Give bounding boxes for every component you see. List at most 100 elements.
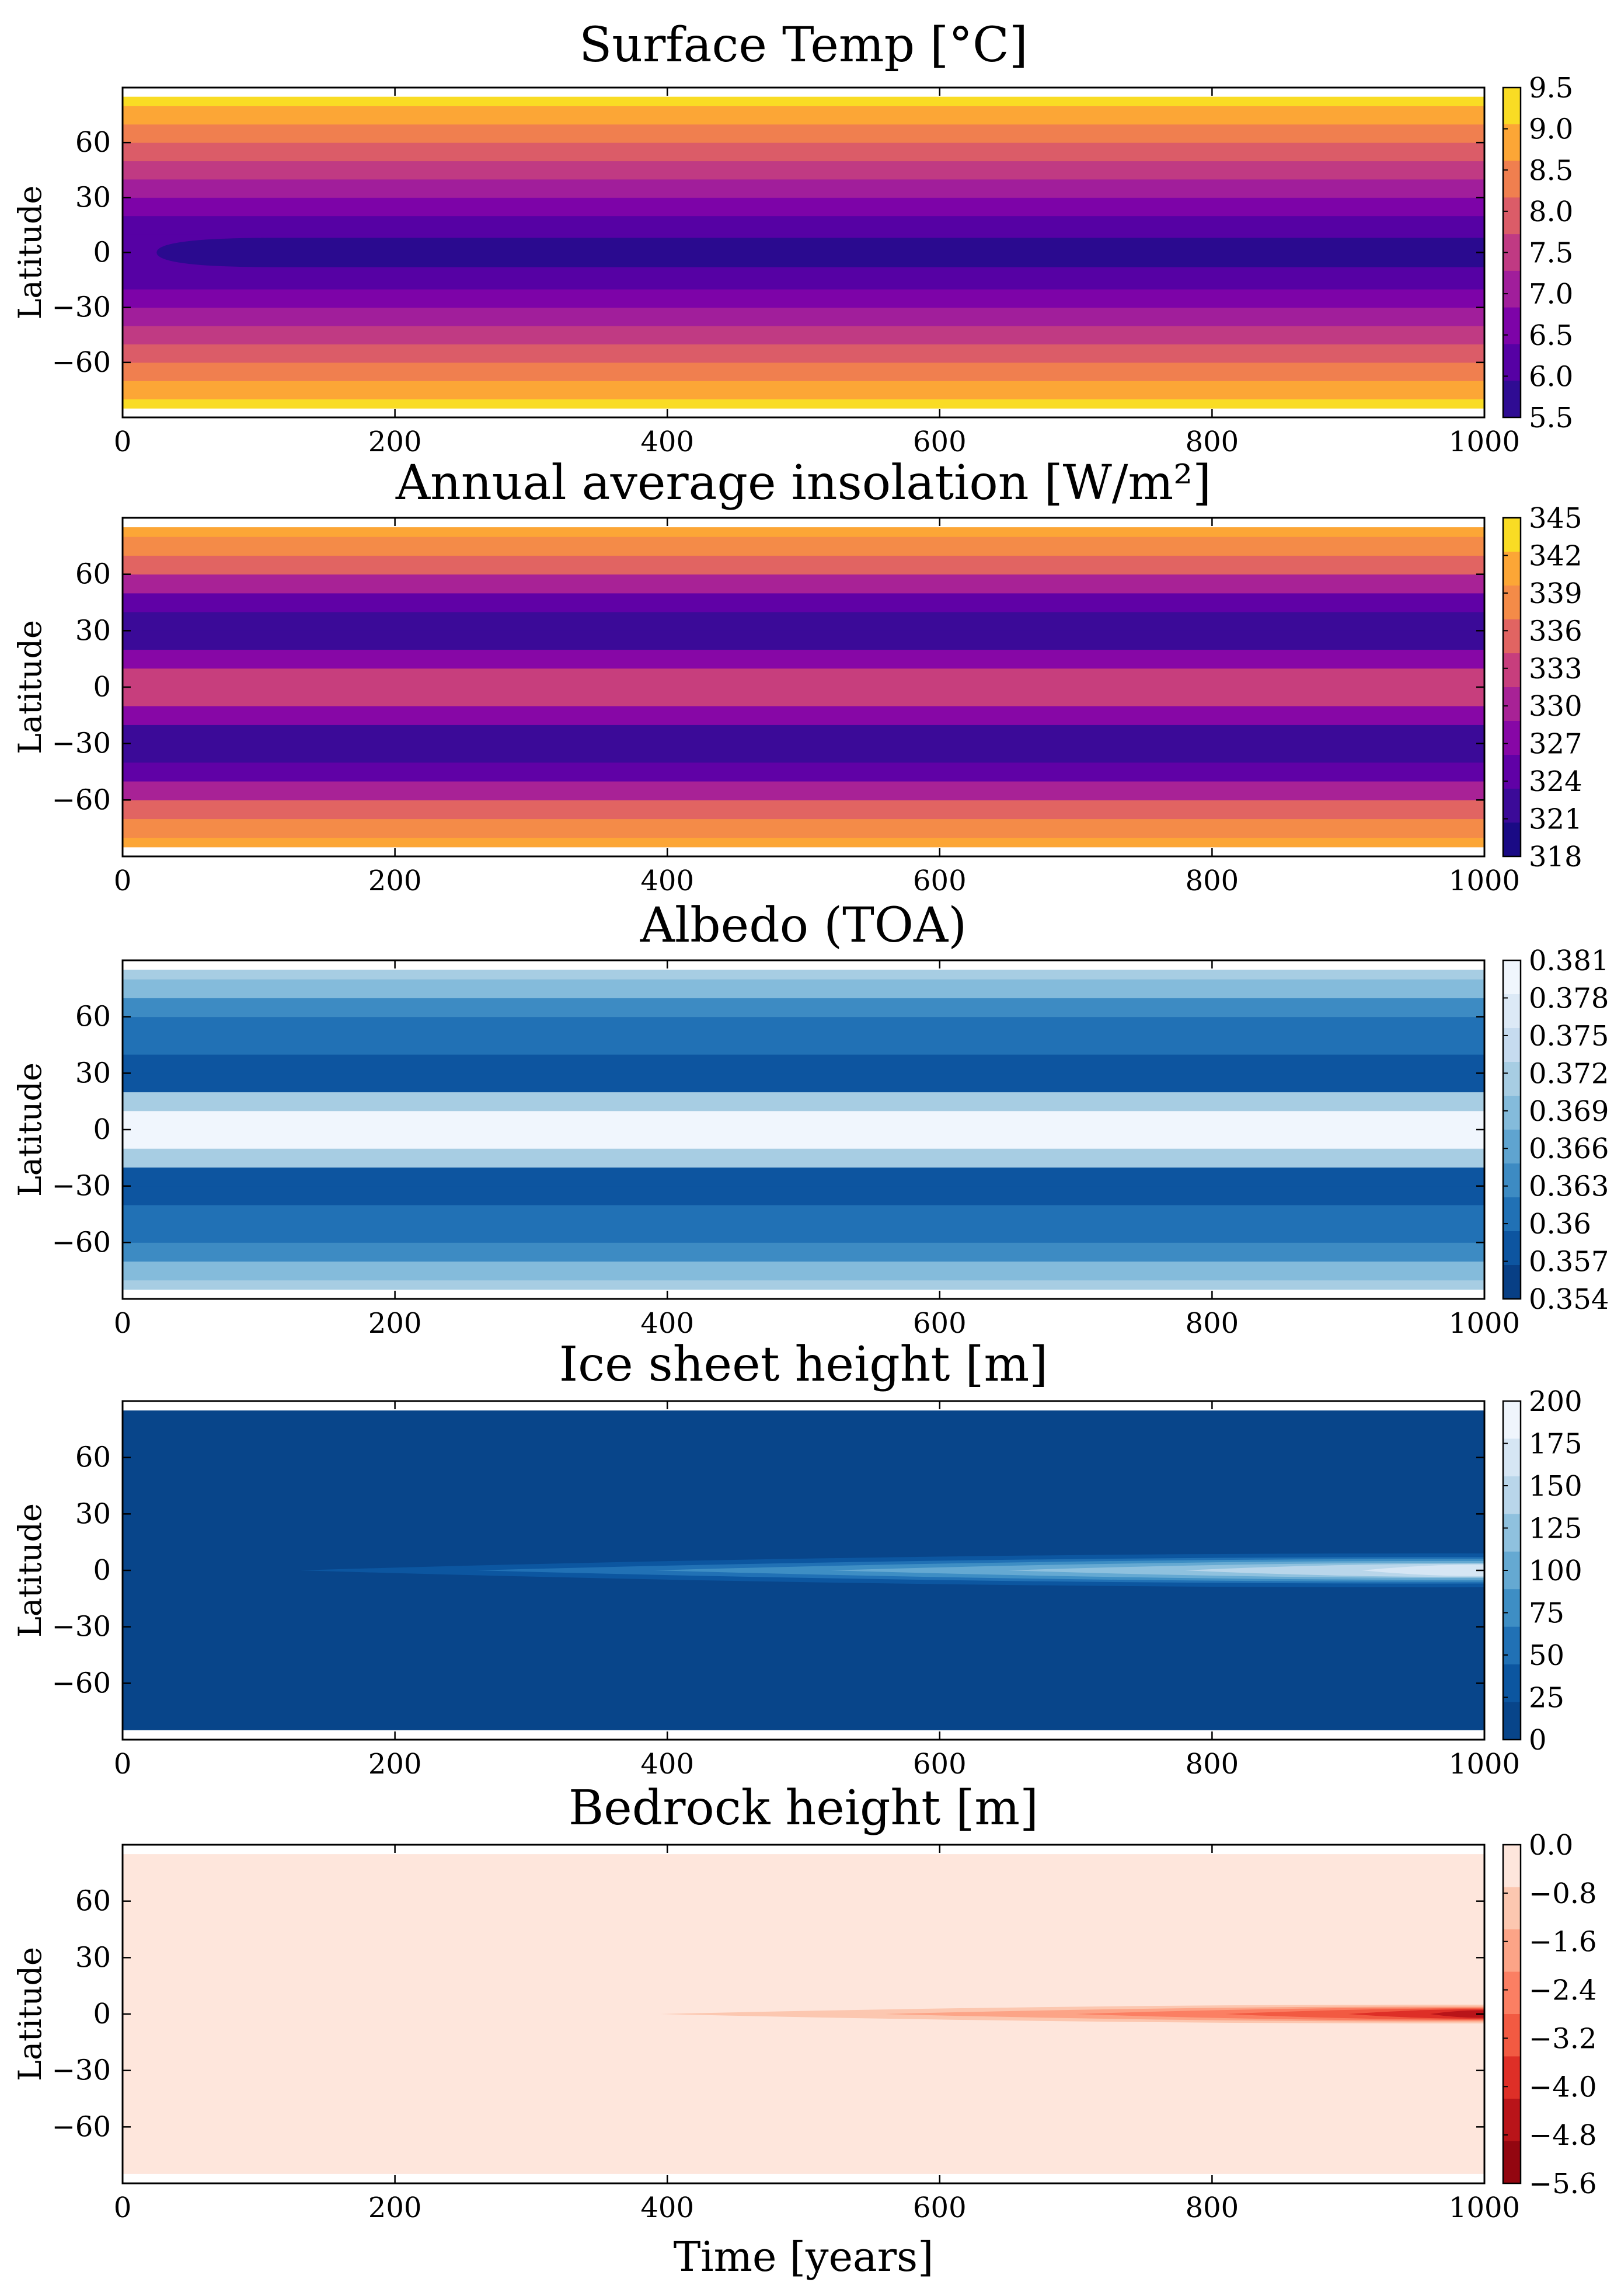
latitude-band bbox=[123, 724, 1484, 744]
colorbar-segment bbox=[1503, 1626, 1521, 1665]
colorbar-tick-label: 336 bbox=[1529, 615, 1582, 647]
x-tick-label: 0 bbox=[114, 1748, 132, 1781]
colorbar-tick-label: 0.36 bbox=[1529, 1208, 1591, 1241]
colorbar-frame bbox=[1502, 517, 1522, 858]
latitude-band bbox=[123, 399, 1484, 409]
colorbar-segment bbox=[1503, 344, 1521, 381]
y-tick-label: −30 bbox=[52, 2054, 111, 2087]
plot-area bbox=[123, 96, 1484, 409]
colorbar-segment bbox=[1503, 1028, 1521, 1062]
contour-level bbox=[1430, 2010, 1484, 2018]
panel-title: Annual average insolation [W/m²] bbox=[395, 455, 1211, 511]
plot-area bbox=[123, 970, 1484, 1290]
y-axis-label: Latitude bbox=[12, 185, 48, 319]
x-tick-label: 600 bbox=[913, 1748, 967, 1781]
y-tick-label: 60 bbox=[75, 1885, 111, 1918]
latitude-band bbox=[123, 289, 1484, 308]
latitude-band bbox=[123, 161, 1484, 180]
latitude-band bbox=[123, 1204, 1484, 1224]
x-tick-label: 0 bbox=[114, 426, 132, 458]
latitude-band bbox=[123, 1242, 1484, 1262]
x-tick-label: 400 bbox=[640, 865, 694, 897]
latitude-band bbox=[123, 179, 1484, 198]
latitude-band bbox=[123, 630, 1484, 650]
latitude-band bbox=[123, 1148, 1484, 1168]
colorbar-tick-label: 100 bbox=[1529, 1555, 1582, 1587]
panel-3: Albedo (TOA) 0 200 400 600 800 1000 60 30 0 −30 −60… bbox=[12, 898, 1609, 1340]
colorbar-segment bbox=[1503, 1589, 1521, 1628]
latitude-band bbox=[123, 1130, 1484, 1149]
colorbar-segment bbox=[1503, 789, 1521, 823]
colorbar-segment bbox=[1503, 1130, 1521, 1164]
colorbar-segment bbox=[1503, 1096, 1521, 1130]
colorbar-segment bbox=[1503, 994, 1521, 1029]
y-tick-label: 0 bbox=[93, 1113, 111, 1146]
colorbar-tick-label: 0.375 bbox=[1529, 1020, 1609, 1053]
colorbar-tick-label: 125 bbox=[1529, 1513, 1582, 1545]
colorbar-segment bbox=[1503, 687, 1521, 722]
equatorial-minimum bbox=[156, 238, 1484, 267]
latitude-band bbox=[123, 970, 1484, 980]
colorbar-tick-label: 8.0 bbox=[1529, 196, 1573, 228]
x-tick-label: 200 bbox=[368, 1748, 422, 1781]
latitude-band bbox=[123, 649, 1484, 669]
colorbar-tick-label: 9.5 bbox=[1529, 72, 1573, 104]
colorbar: 200 175 150 125 100 75 50 25 0 bbox=[1502, 1385, 1582, 1757]
colorbar-segment bbox=[1503, 1438, 1521, 1477]
colorbar-tick-label: −4.0 bbox=[1529, 2071, 1597, 2103]
y-tick-label: 30 bbox=[75, 1941, 111, 1974]
colorbar-segment bbox=[1503, 755, 1521, 789]
colorbar-tick-label: 50 bbox=[1529, 1639, 1564, 1672]
latitude-band bbox=[123, 706, 1484, 725]
y-axis-label: Latitude bbox=[12, 1947, 48, 2081]
colorbar-tick-label: 339 bbox=[1529, 577, 1582, 610]
colorbar-tick-label: 0.372 bbox=[1529, 1057, 1609, 1090]
colorbar-segment bbox=[1503, 1929, 1521, 1972]
colorbar-tick-label: −1.6 bbox=[1529, 1926, 1597, 1959]
latitude-band bbox=[123, 536, 1484, 556]
colorbar-tick-label: 9.0 bbox=[1529, 113, 1573, 146]
y-tick-label: 0 bbox=[93, 671, 111, 703]
x-tick-label: 400 bbox=[640, 2192, 694, 2224]
colorbar-tick-label: 6.5 bbox=[1529, 319, 1573, 352]
latitude-band bbox=[123, 743, 1484, 763]
latitude-band bbox=[123, 215, 1484, 235]
x-tick-label: 800 bbox=[1186, 426, 1239, 458]
colorbar-segment bbox=[1503, 1702, 1521, 1740]
x-tick-label: 400 bbox=[640, 1748, 694, 1781]
x-tick-label: 200 bbox=[368, 2192, 422, 2224]
x-axis-label: Time [years] bbox=[674, 2233, 934, 2281]
latitude-band bbox=[123, 781, 1484, 800]
colorbar-segment bbox=[1503, 552, 1521, 586]
plot-area bbox=[123, 1410, 1484, 1730]
colorbar-segment bbox=[1503, 518, 1521, 552]
colorbar-tick-label: 6.0 bbox=[1529, 360, 1573, 393]
latitude-band bbox=[123, 612, 1484, 631]
y-tick-label: −30 bbox=[52, 1170, 111, 1203]
colorbar-tick-label: 8.5 bbox=[1529, 154, 1573, 187]
x-tick-label: 600 bbox=[913, 865, 967, 897]
colorbar-tick-label: 200 bbox=[1529, 1385, 1582, 1418]
y-tick-label: 30 bbox=[75, 1057, 111, 1089]
colorbar-segment bbox=[1503, 823, 1521, 857]
y-tick-label: 0 bbox=[93, 1554, 111, 1587]
plot-area bbox=[123, 1854, 1484, 2174]
latitude-band bbox=[123, 762, 1484, 782]
panel-title: Surface Temp [°C] bbox=[579, 18, 1028, 73]
colorbar-tick-label: 150 bbox=[1529, 1470, 1582, 1503]
latitude-band bbox=[123, 381, 1484, 400]
latitude-band bbox=[123, 307, 1484, 326]
colorbar-segment bbox=[1503, 1476, 1521, 1514]
colorbar-segment bbox=[1503, 1265, 1521, 1299]
panel-title: Bedrock height [m] bbox=[569, 1781, 1038, 1836]
latitude-band bbox=[123, 818, 1484, 838]
y-tick-label: 30 bbox=[75, 1497, 111, 1530]
latitude-band bbox=[123, 1280, 1484, 1290]
colorbar-segment bbox=[1503, 653, 1521, 688]
colorbar-segment bbox=[1503, 586, 1521, 620]
x-tick-label: 1000 bbox=[1449, 426, 1520, 458]
latitude-band bbox=[123, 124, 1484, 143]
colorbar-tick-label: −0.8 bbox=[1529, 1877, 1597, 1910]
colorbar-segment bbox=[1503, 197, 1521, 235]
y-tick-label: 0 bbox=[93, 1998, 111, 2030]
